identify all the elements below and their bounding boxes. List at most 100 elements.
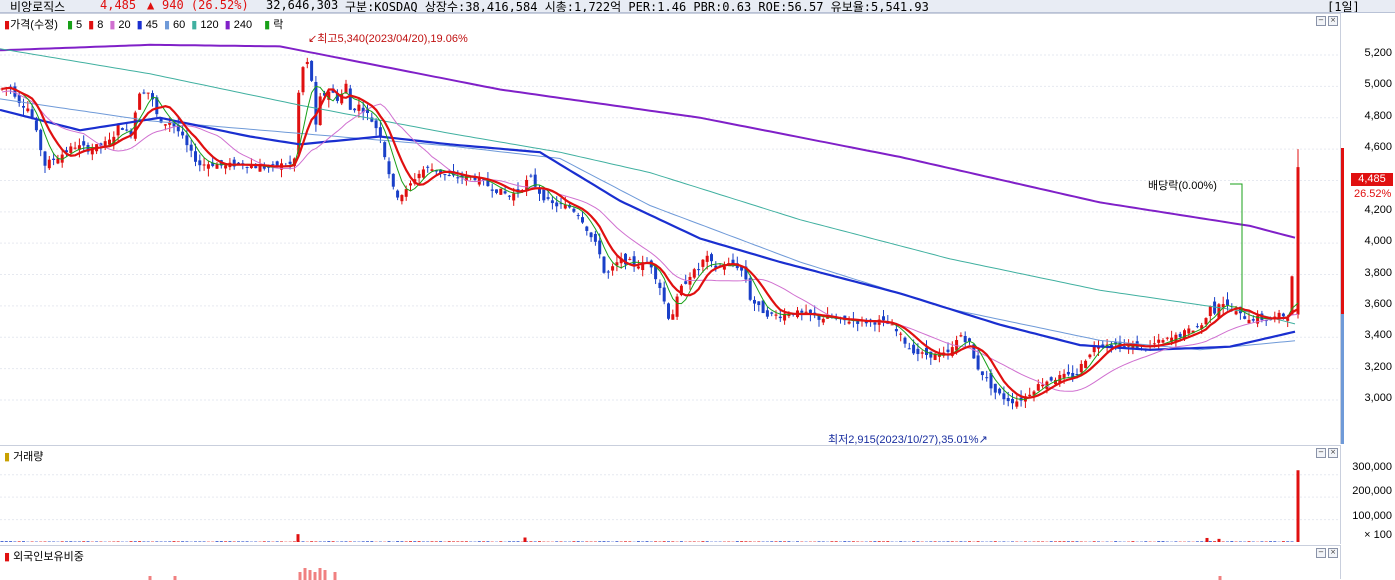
- candle-body: [405, 189, 408, 197]
- volume-unit: × 100: [1364, 529, 1392, 541]
- candle-body: [1282, 314, 1285, 317]
- volume-bar: [267, 541, 270, 542]
- volume-bar: [934, 541, 937, 542]
- price-panel[interactable]: ▮가격(수정) ▮5▮8▮20▮45▮60▮120▮240 ▮락 − × ↙최고…: [0, 13, 1340, 445]
- candle-body: [147, 93, 150, 94]
- foreign-bar: [149, 576, 152, 580]
- volume-bar: [332, 541, 335, 542]
- ma-legend-item: ▮60: [164, 19, 188, 31]
- ma-legend-item: ▮5: [67, 19, 85, 31]
- volume-minimize-button[interactable]: −: [1316, 448, 1326, 458]
- candle-body: [547, 197, 550, 199]
- candle-body: [400, 195, 403, 201]
- volume-bar: [882, 541, 885, 542]
- volume-bar: [1209, 541, 1212, 542]
- period-selector[interactable]: [1일]: [1327, 0, 1360, 13]
- volume-bar: [770, 541, 773, 542]
- candle-body: [185, 135, 188, 145]
- volume-bar: [1269, 541, 1272, 542]
- volume-bar: [241, 541, 244, 542]
- candle-body: [985, 377, 988, 378]
- candle-body: [658, 283, 661, 288]
- candle-body: [181, 132, 184, 136]
- candle-body: [56, 158, 59, 163]
- candle-body: [873, 322, 876, 324]
- stock-info-bar: 비앙로직스 4,485 ▲ 940 (26.52%) 32,646,303 구분…: [0, 0, 1395, 13]
- candle-body: [822, 319, 825, 323]
- panel-close-button[interactable]: ×: [1328, 16, 1338, 26]
- foreign-close-button[interactable]: ×: [1328, 548, 1338, 558]
- volume-chart[interactable]: [0, 446, 1340, 545]
- volume-bar: [1093, 541, 1096, 542]
- candle-body: [542, 190, 545, 201]
- candle-body: [1041, 385, 1044, 387]
- foreign-ownership-chart[interactable]: [0, 546, 1340, 580]
- volume-bar: [667, 541, 670, 542]
- volume-bar: [1037, 541, 1040, 542]
- price-chart[interactable]: [0, 14, 1340, 445]
- candle-body: [908, 348, 911, 349]
- candle-body: [848, 322, 851, 324]
- volume-bar: [1054, 541, 1057, 542]
- foreign-minimize-button[interactable]: −: [1316, 548, 1326, 558]
- candle-body: [388, 161, 391, 174]
- candle-body: [633, 256, 636, 264]
- foreign-ownership-panel[interactable]: ▮외국인보유비중 − ×: [0, 545, 1340, 580]
- volume-bar: [994, 541, 997, 542]
- volume-bar: [310, 541, 313, 542]
- candle-body: [856, 321, 859, 324]
- legend-ex-marker: ▮락: [264, 19, 286, 31]
- trade-volume: 32,646,303: [266, 0, 338, 12]
- candle-body: [581, 217, 584, 222]
- candle-body: [598, 241, 601, 255]
- candle-body: [757, 301, 760, 305]
- volume-bar: [1174, 541, 1177, 542]
- candle-body: [1011, 399, 1014, 403]
- candle-body: [637, 266, 640, 268]
- volume-bar: [362, 541, 365, 542]
- volume-bar: [512, 541, 515, 542]
- volume-bar: [899, 541, 902, 542]
- volume-bar: [216, 541, 219, 542]
- volume-bar: [637, 541, 640, 542]
- volume-bar: [237, 541, 240, 542]
- panel-minimize-button[interactable]: −: [1316, 16, 1326, 26]
- candle-body: [246, 167, 249, 168]
- volume-bar: [1050, 541, 1053, 542]
- candle-body: [345, 84, 348, 93]
- foreign-legend: ▮외국인보유비중: [4, 548, 87, 564]
- volume-bar: [198, 541, 201, 542]
- volume-bar: [130, 541, 133, 542]
- volume-bar: [615, 541, 618, 542]
- volume-bar: [366, 541, 369, 542]
- candle-body: [1235, 311, 1238, 314]
- candle-body: [882, 316, 885, 320]
- volume-bar: [418, 541, 421, 542]
- candle-body: [1084, 361, 1087, 368]
- legend-price: ▮가격(수정): [4, 19, 61, 31]
- volume-bar: [448, 541, 451, 542]
- volume-bar: [1131, 541, 1134, 542]
- volume-bar: [663, 541, 666, 542]
- volume-panel[interactable]: ▮거래량 − ×: [0, 445, 1340, 545]
- candle-body: [667, 303, 670, 318]
- volume-bar: [413, 541, 416, 542]
- volume-bar: [22, 541, 25, 542]
- volume-bar: [138, 541, 141, 542]
- volume-bar: [749, 541, 752, 542]
- volume-close-button[interactable]: ×: [1328, 448, 1338, 458]
- volume-bar: [916, 541, 919, 542]
- volume-bar: [499, 541, 502, 542]
- volume-bar: [951, 541, 954, 542]
- candle-body: [82, 141, 85, 145]
- volume-tick: 300,000: [1352, 461, 1392, 473]
- candle-body: [1243, 316, 1246, 319]
- volume-bar: [185, 541, 188, 542]
- candle-body: [306, 62, 309, 64]
- candle-body: [912, 345, 915, 354]
- candle-body: [1297, 167, 1300, 314]
- candle-body: [357, 105, 360, 111]
- volume-bar: [1206, 538, 1209, 542]
- volume-bar: [194, 541, 197, 542]
- candle-body: [706, 256, 709, 262]
